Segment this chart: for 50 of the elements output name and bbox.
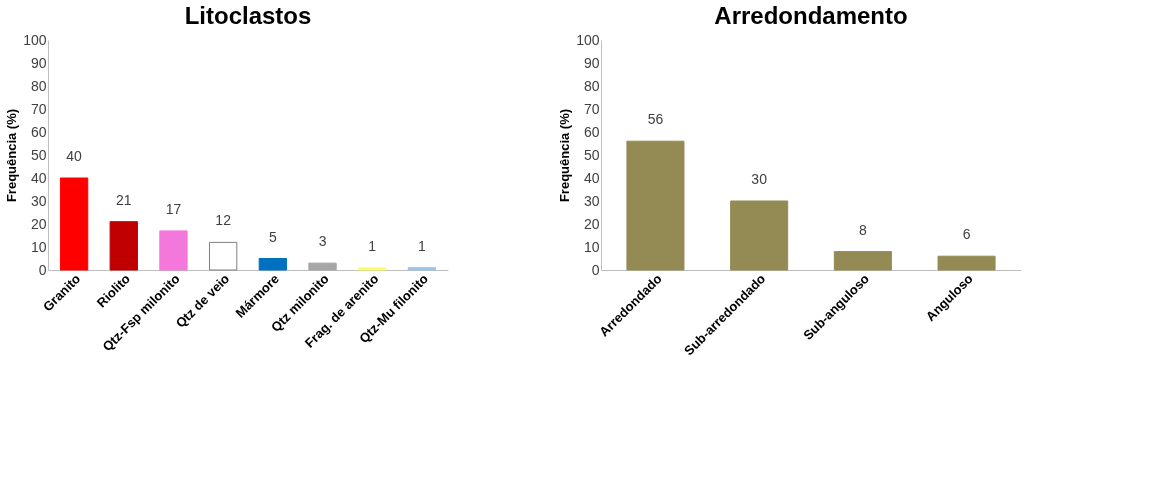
y-tick-label: 20 — [583, 215, 600, 232]
y-tick-label: 80 — [583, 77, 600, 94]
y-tick-label: 30 — [583, 192, 600, 209]
y-axis-title: Frequência (%) — [557, 108, 573, 203]
y-tick-label: 60 — [583, 123, 600, 140]
y-tick-label: 40 — [30, 169, 47, 186]
y-tick-label: 0 — [38, 261, 47, 278]
y-tick-label: 70 — [30, 100, 47, 117]
bar — [258, 258, 288, 271]
y-tick-label: 50 — [583, 146, 600, 163]
y-tick-label: 40 — [583, 169, 600, 186]
y-tick-label: 50 — [30, 146, 47, 163]
y-tick-label: 100 — [23, 31, 47, 48]
y-tick-label: 80 — [30, 77, 47, 94]
bar — [159, 230, 188, 271]
data-label: 1 — [368, 237, 377, 254]
data-label: 6 — [962, 226, 971, 243]
bar — [407, 267, 437, 271]
bar — [308, 262, 337, 271]
data-label: 12 — [215, 212, 232, 229]
y-tick-label: 0 — [591, 261, 600, 278]
chart-title: Litoclastos — [184, 2, 312, 29]
data-label: 1 — [418, 237, 427, 254]
y-tick-label: 10 — [583, 238, 600, 255]
data-label: 21 — [115, 191, 132, 208]
data-label: 5 — [268, 228, 277, 245]
bar — [937, 255, 996, 271]
bar — [730, 200, 789, 271]
y-tick-label: 90 — [30, 54, 47, 71]
chart-title: Arredondamento — [714, 2, 908, 29]
y-tick-label: 90 — [583, 54, 600, 71]
bar — [358, 267, 387, 271]
data-label: 30 — [751, 171, 768, 187]
y-tick-label: 10 — [30, 238, 47, 255]
bar — [59, 177, 89, 271]
data-label: 17 — [165, 200, 182, 217]
y-tick-label: 30 — [30, 192, 47, 209]
data-label: 3 — [318, 233, 327, 250]
bar — [626, 140, 685, 271]
y-tick-label: 60 — [30, 123, 47, 140]
data-label: 8 — [858, 221, 867, 238]
y-tick-label: 70 — [583, 100, 600, 117]
bar — [833, 251, 892, 271]
data-label: 40 — [66, 148, 83, 164]
bar — [208, 241, 238, 271]
data-label: 56 — [647, 111, 664, 128]
y-tick-label: 20 — [30, 215, 47, 232]
y-axis-title: Frequência (%) — [4, 108, 20, 203]
y-tick-label: 100 — [576, 31, 600, 48]
bar — [109, 221, 138, 271]
